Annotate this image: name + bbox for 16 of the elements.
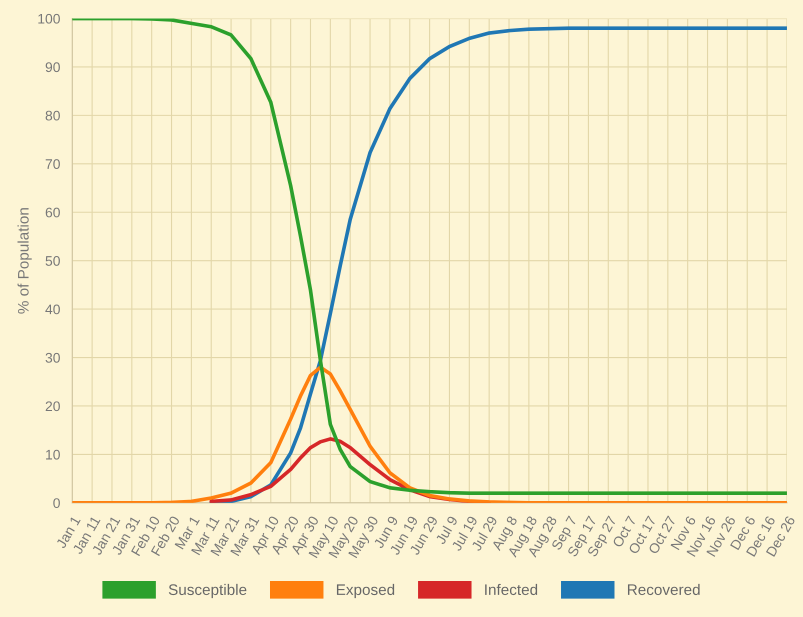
- y-tick-label: 30: [46, 352, 60, 363]
- y-tick-label: 0: [53, 498, 60, 508]
- y-tick-label: 100: [38, 14, 60, 24]
- y-tick-label: 90: [46, 62, 60, 72]
- legend-label: Infected: [485, 584, 538, 596]
- y-tick-label: 60: [46, 208, 60, 218]
- y-tick-label: 50: [46, 256, 60, 266]
- legend-label: Susceptible: [168, 584, 246, 598]
- legend-label: Recovered: [628, 584, 700, 596]
- y-tick-label: 70: [46, 159, 60, 169]
- y-axis-title: % of Population: [17, 208, 32, 314]
- y-tick-label: 40: [45, 304, 60, 314]
- y-tick-label: 20: [46, 401, 60, 412]
- y-tick-label: 10: [46, 450, 60, 460]
- y-tick-label: 80: [46, 110, 60, 121]
- legend-label: Exposed: [336, 584, 394, 598]
